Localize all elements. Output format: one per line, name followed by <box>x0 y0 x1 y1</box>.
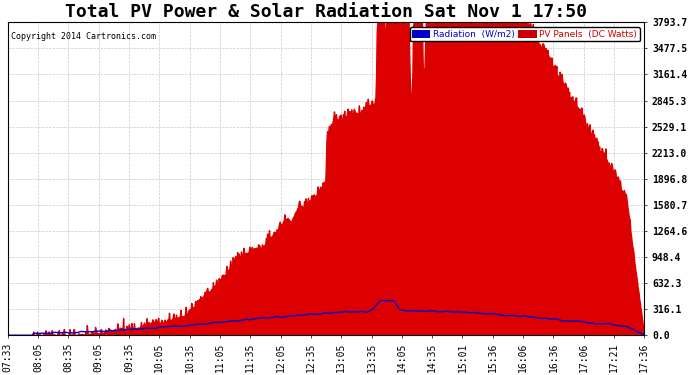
Text: Copyright 2014 Cartronics.com: Copyright 2014 Cartronics.com <box>11 32 156 41</box>
Title: Total PV Power & Solar Radiation Sat Nov 1 17:50: Total PV Power & Solar Radiation Sat Nov… <box>65 3 587 21</box>
Legend: Radiation  (W/m2), PV Panels  (DC Watts): Radiation (W/m2), PV Panels (DC Watts) <box>409 27 640 41</box>
